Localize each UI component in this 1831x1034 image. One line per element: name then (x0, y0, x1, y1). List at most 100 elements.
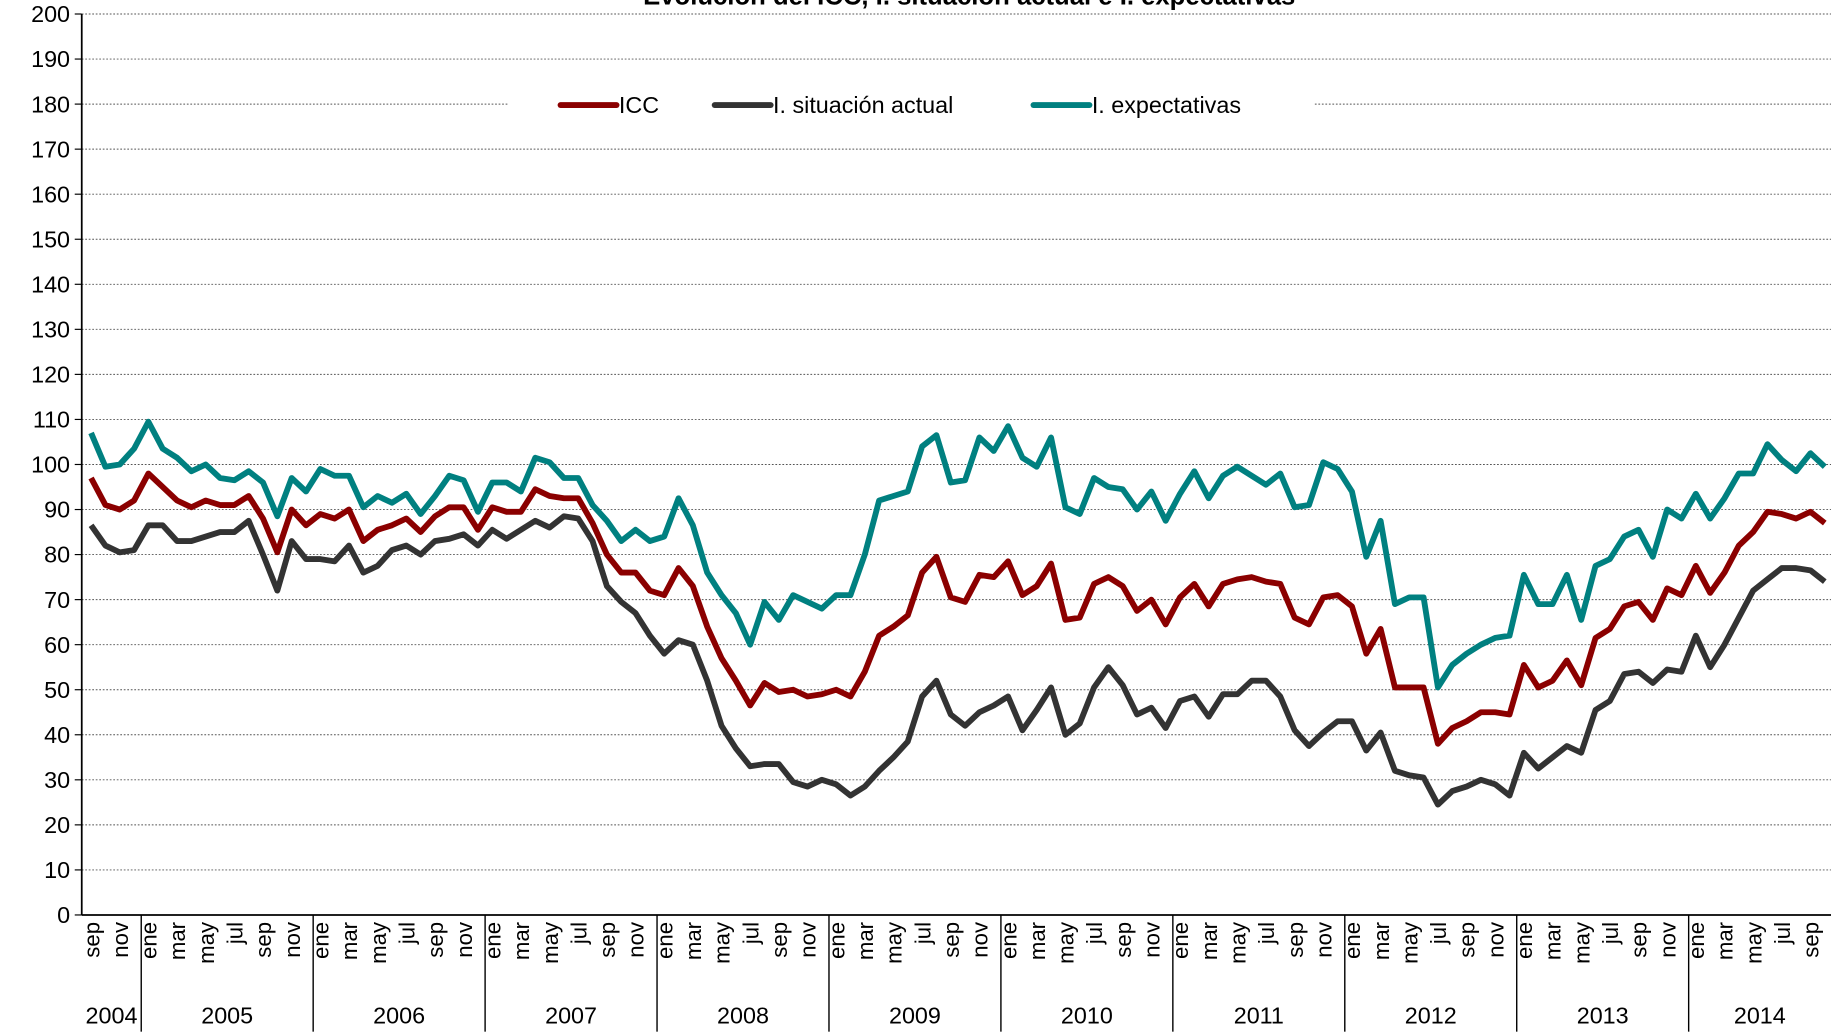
y-tick-label: 50 (44, 677, 70, 703)
year-label: 2005 (201, 1003, 253, 1029)
y-tick-label: 110 (33, 407, 70, 433)
year-label: 2009 (889, 1003, 941, 1029)
year-label: 2011 (1234, 1003, 1284, 1029)
x-tick-label: sep (423, 922, 448, 958)
chart-title: Evolución del ICC, I. situación actual e… (643, 0, 1295, 11)
x-tick-label: sep (939, 922, 964, 958)
x-tick-label: jul (1254, 922, 1279, 945)
year-label: 2007 (545, 1003, 597, 1029)
x-tick-label: may (194, 921, 219, 964)
x-tick-label: may (882, 921, 907, 964)
x-tick-label: nov (1311, 921, 1336, 958)
x-tick-label: sep (1111, 922, 1136, 958)
y-tick-label: 180 (31, 91, 70, 117)
y-tick-label: 20 (44, 812, 70, 838)
x-tick-label: mar (1541, 921, 1566, 960)
legend-label: I. expectativas (1092, 92, 1241, 118)
x-tick-label: mar (1197, 921, 1222, 960)
x-tick-label: nov (624, 921, 649, 958)
x-tick-label: sep (1283, 922, 1308, 958)
year-label: 2012 (1405, 1003, 1457, 1029)
y-tick-label: 80 (44, 542, 70, 568)
year-label: 2006 (373, 1003, 425, 1029)
x-tick-label: sep (251, 922, 276, 958)
y-tick-label: 120 (31, 362, 70, 388)
year-label: 2008 (717, 1003, 769, 1029)
x-tick-label: mar (681, 921, 706, 960)
year-label: 2004 (86, 1003, 138, 1029)
x-tick-label: ene (308, 922, 333, 959)
x-tick-label: mar (1025, 921, 1050, 960)
x-tick-label: nov (968, 921, 993, 958)
x-tick-label: ene (480, 922, 505, 959)
series-line (88, 470, 1827, 747)
x-tick-label: may (538, 921, 563, 964)
x-tick-label: jul (223, 922, 248, 945)
y-tick-label: 70 (44, 587, 70, 613)
x-tick-label: sep (1799, 922, 1824, 958)
x-tick-label: may (1569, 921, 1594, 964)
x-tick-label: mar (509, 921, 534, 960)
legend-label: I. situación actual (773, 92, 953, 118)
year-label: 2010 (1061, 1003, 1113, 1029)
legend-box (507, 81, 1314, 129)
series-line (88, 418, 1827, 691)
x-tick-label: jul (910, 922, 935, 945)
legend: ICC I. situación actual I. expectativas (507, 81, 1314, 129)
x-tick-label: jul (1082, 922, 1107, 945)
y-tick-label: 200 (31, 1, 70, 27)
x-tick-label: sep (767, 922, 792, 958)
x-tick-label: mar (853, 921, 878, 960)
x-tick-label: ene (824, 922, 849, 959)
y-tick-label: 90 (44, 497, 70, 523)
x-tick-label: sep (1455, 922, 1480, 958)
legend-label: ICC (619, 92, 659, 118)
x-tick-label: jul (1426, 922, 1451, 945)
y-tick-label: 0 (57, 902, 70, 928)
x-tick-label: may (710, 921, 735, 964)
y-tick-label: 100 (31, 452, 70, 478)
y-tick-label: 160 (31, 181, 70, 207)
x-tick-label: mar (1713, 921, 1738, 960)
year-label: 2014 (1734, 1003, 1786, 1029)
x-tick-label: nov (452, 921, 477, 958)
x-tick-label: ene (996, 922, 1021, 959)
x-tick-label: may (1054, 921, 1079, 964)
x-tick-label: sep (1627, 922, 1652, 958)
x-tick-label: nov (1140, 921, 1165, 958)
x-tick-label: nov (1655, 921, 1680, 958)
y-tick-label: 170 (31, 136, 70, 162)
x-tick-label: ene (652, 922, 677, 959)
y-tick-label: 150 (31, 226, 70, 252)
x-tick-label: nov (280, 921, 305, 958)
x-tick-label: jul (566, 922, 591, 945)
x-tick-label: jul (394, 922, 419, 945)
x-tick-label: may (1741, 921, 1766, 964)
x-tick-label: may (366, 921, 391, 964)
y-tick-label: 10 (44, 857, 70, 883)
x-tick-label: jul (1598, 922, 1623, 945)
y-tick-label: 130 (31, 317, 70, 343)
x-tick-label: ene (137, 922, 162, 959)
y-tick-label: 40 (44, 722, 70, 748)
series-line (88, 513, 1827, 808)
x-tick-label: mar (337, 921, 362, 960)
x-tick-label: mar (165, 921, 190, 960)
x-tick-label: may (1397, 921, 1422, 964)
x-tick-label: nov (108, 921, 133, 958)
x-tick-label: ene (1340, 922, 1365, 959)
x-tick-label: may (1225, 921, 1250, 964)
x-tick-label: jul (738, 922, 763, 945)
x-tick-label: ene (1168, 922, 1193, 959)
x-tick-label: ene (1684, 922, 1709, 959)
y-tick-label: 30 (44, 767, 70, 793)
x-tick-label: mar (1369, 921, 1394, 960)
y-tick-label: 190 (31, 46, 70, 72)
x-tick-label: sep (79, 922, 104, 958)
x-tick-label: sep (595, 922, 620, 958)
y-tick-label: 140 (31, 271, 70, 297)
x-tick-label: nov (796, 921, 821, 958)
x-tick-label: nov (1483, 921, 1508, 958)
x-tick-label: jul (1770, 922, 1795, 945)
